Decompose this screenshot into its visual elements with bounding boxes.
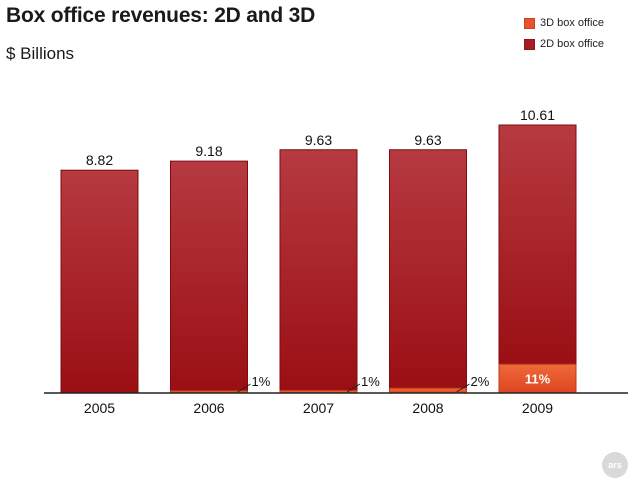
bar-2d-2008 <box>389 149 467 389</box>
share-label-2008: 2% <box>471 374 490 389</box>
total-label-2006: 9.18 <box>195 143 222 159</box>
total-label-2007: 9.63 <box>305 132 332 148</box>
bar-2d-2006 <box>170 160 248 392</box>
bar-3d-2009 <box>498 363 577 394</box>
chart-title: Box office revenues: 2D and 3D <box>6 4 316 27</box>
share-leader-2007 <box>346 383 361 393</box>
legend-item-3d: 3D box office <box>524 17 604 29</box>
legend-swatch-3d <box>524 17 535 29</box>
x-tick-2008: 2008 <box>412 400 443 416</box>
bar-2d-2007 <box>279 149 358 391</box>
share-leader-2006 <box>237 383 251 393</box>
share-label-2007: 1% <box>361 374 380 389</box>
share-label-2009: 11% <box>525 372 551 387</box>
legend-label-3d: 3D box office <box>540 17 605 29</box>
bar-2d-2009 <box>498 124 577 365</box>
total-label-2005: 8.82 <box>86 152 113 168</box>
share-label-2006: 1% <box>252 374 271 389</box>
total-label-2009: 10.61 <box>520 107 555 123</box>
x-tick-2007: 2007 <box>303 400 334 416</box>
chart-subtitle: $ Billions <box>6 44 75 63</box>
share-leader-2008 <box>456 383 470 393</box>
bar-2d-2005 <box>60 169 139 394</box>
legend-item-2d: 2D box office <box>524 38 604 50</box>
total-label-2008: 9.63 <box>414 132 441 148</box>
legend-label-2d: 2D box office <box>540 38 605 50</box>
ars-logo: ars <box>602 452 628 478</box>
x-tick-2009: 2009 <box>522 400 553 416</box>
x-tick-2006: 2006 <box>193 400 224 416</box>
x-tick-2005: 2005 <box>84 400 115 416</box>
legend-swatch-2d <box>524 38 535 50</box>
